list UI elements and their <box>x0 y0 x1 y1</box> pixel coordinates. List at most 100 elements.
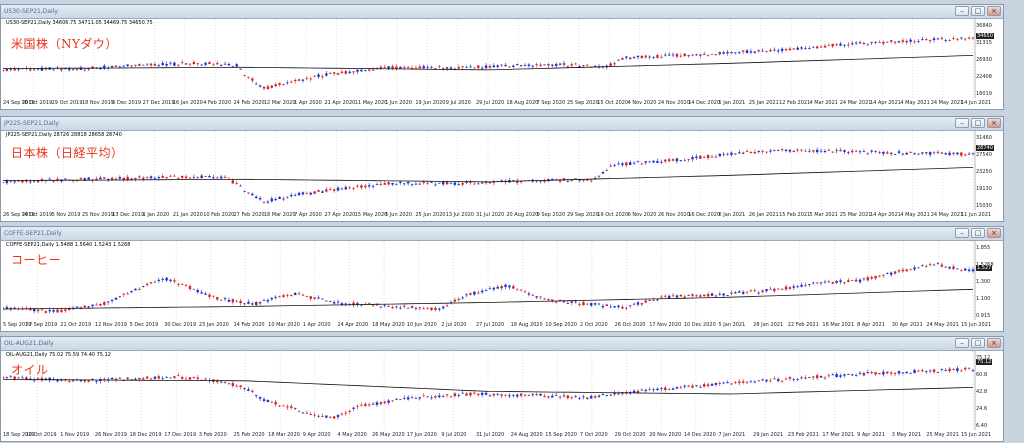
time-axis-label: 18 Mar 2020 <box>268 432 300 438</box>
chart-window-jp225[interactable]: JP225-SEP21,Daily – □ × JP225-SEP21,Dail… <box>0 116 1004 222</box>
candle-body <box>831 43 834 47</box>
candlestick-chart[interactable] <box>3 351 993 430</box>
candle-body <box>188 177 192 179</box>
candle-body <box>64 178 67 180</box>
chart-window-titlebar[interactable]: OIL-AUG21,Daily – □ × <box>1 337 1003 351</box>
chart-window-titlebar[interactable]: JP225-SEP21,Daily – □ × <box>1 117 1003 131</box>
candle-body <box>414 397 418 399</box>
candle-body <box>609 306 612 308</box>
chart-window-oil[interactable]: OIL-AUG21,Daily – □ × OIL-AUG21,Daily 75… <box>0 336 1004 442</box>
candle-body <box>819 282 823 284</box>
candle-body <box>169 377 172 379</box>
candle-body <box>636 302 640 305</box>
candle-body <box>21 377 24 379</box>
candle-body <box>710 383 714 386</box>
candle-body <box>340 188 344 190</box>
candle-body <box>391 400 394 402</box>
maximize-button[interactable]: □ <box>971 228 985 238</box>
candle-body <box>944 153 947 155</box>
candle-body <box>796 149 799 151</box>
candle-body <box>379 184 383 186</box>
candle-body <box>329 189 332 190</box>
price-chart-area[interactable] <box>3 351 993 430</box>
candle-body <box>352 188 355 189</box>
candle-body <box>336 73 340 75</box>
candle-body <box>590 302 593 306</box>
candle-body <box>457 298 460 301</box>
candle-body <box>457 66 460 69</box>
candle-body <box>940 38 944 39</box>
candlestick-chart[interactable] <box>3 19 993 98</box>
candle-body <box>516 180 519 183</box>
candle-body <box>321 191 324 193</box>
candle-body <box>180 175 184 178</box>
chart-window-titlebar[interactable]: US30-SEP21,Daily – □ × <box>1 5 1003 19</box>
candle-body <box>851 150 854 153</box>
candle-body <box>235 64 238 67</box>
minimize-button[interactable]: – <box>955 338 969 348</box>
candle-body <box>944 266 947 268</box>
candle-body <box>812 282 815 284</box>
candle-body <box>570 180 573 182</box>
candle-body <box>699 295 702 297</box>
candle-body <box>103 378 106 380</box>
candle-body <box>936 371 940 373</box>
candle-body <box>192 176 196 178</box>
candle-body <box>344 303 348 305</box>
candle-body <box>325 300 328 302</box>
minimize-button[interactable]: – <box>955 118 969 128</box>
candle-body <box>165 277 168 281</box>
candle-body <box>75 180 79 182</box>
candle-body <box>582 65 585 66</box>
candle-body <box>134 288 137 291</box>
price-chart-area[interactable] <box>3 19 993 98</box>
price-chart-area[interactable] <box>3 131 993 210</box>
price-chart-area[interactable] <box>3 241 993 320</box>
close-button[interactable]: × <box>987 228 1001 238</box>
candle-body <box>586 64 589 66</box>
candle-body <box>784 378 788 380</box>
chart-window-us30[interactable]: US30-SEP21,Daily – □ × US30-SEP21,Daily … <box>0 4 1004 110</box>
candle-body <box>851 374 854 376</box>
close-button[interactable]: × <box>987 338 1001 348</box>
time-axis-label: 29 Sep 2020 <box>566 212 599 218</box>
maximize-button[interactable]: □ <box>971 6 985 16</box>
close-button[interactable]: × <box>987 118 1001 128</box>
candle-body <box>395 306 398 308</box>
candle-body <box>500 64 503 66</box>
candle-body <box>843 45 846 47</box>
candle-body <box>893 271 897 274</box>
candle-body <box>204 378 207 380</box>
time-axis-label: 13 Jul 2020 <box>445 212 474 218</box>
price-axis-label: 15030 <box>976 203 992 209</box>
candlestick-chart[interactable] <box>3 241 993 320</box>
candle-body <box>664 54 667 56</box>
close-button[interactable]: × <box>987 6 1001 16</box>
time-axis-label: 28 Jan 2021 <box>753 322 784 328</box>
maximize-button[interactable]: □ <box>971 338 985 348</box>
candle-body <box>83 305 87 308</box>
chart-window-coffee[interactable]: COFFE-SEP21,Daily – □ × COFFE-SEP21,Dail… <box>0 226 1004 332</box>
candle-body <box>219 176 223 179</box>
time-axis-label: 5 Jun 2020 <box>385 212 412 218</box>
minimize-button[interactable]: – <box>955 228 969 238</box>
candle-body <box>364 403 367 406</box>
candle-body <box>628 57 632 60</box>
candlestick-chart[interactable] <box>3 131 993 210</box>
minimize-button[interactable]: – <box>955 6 969 16</box>
candle-body <box>321 298 324 300</box>
candle-body <box>773 49 776 51</box>
candle-body <box>796 47 799 50</box>
candle-body <box>889 372 893 374</box>
candle-body <box>274 84 277 87</box>
chart-window-titlebar[interactable]: COFFE-SEP21,Daily – □ × <box>1 227 1003 241</box>
candle-body <box>71 380 75 382</box>
time-axis-label: 31 Jul 2020 <box>476 432 505 438</box>
candle-body <box>936 263 940 265</box>
maximize-button[interactable]: □ <box>971 118 985 128</box>
candle-body <box>866 277 870 281</box>
candle-body <box>788 287 792 289</box>
candle-body <box>796 286 799 288</box>
candle-body <box>878 373 881 375</box>
candle-body <box>632 390 636 393</box>
